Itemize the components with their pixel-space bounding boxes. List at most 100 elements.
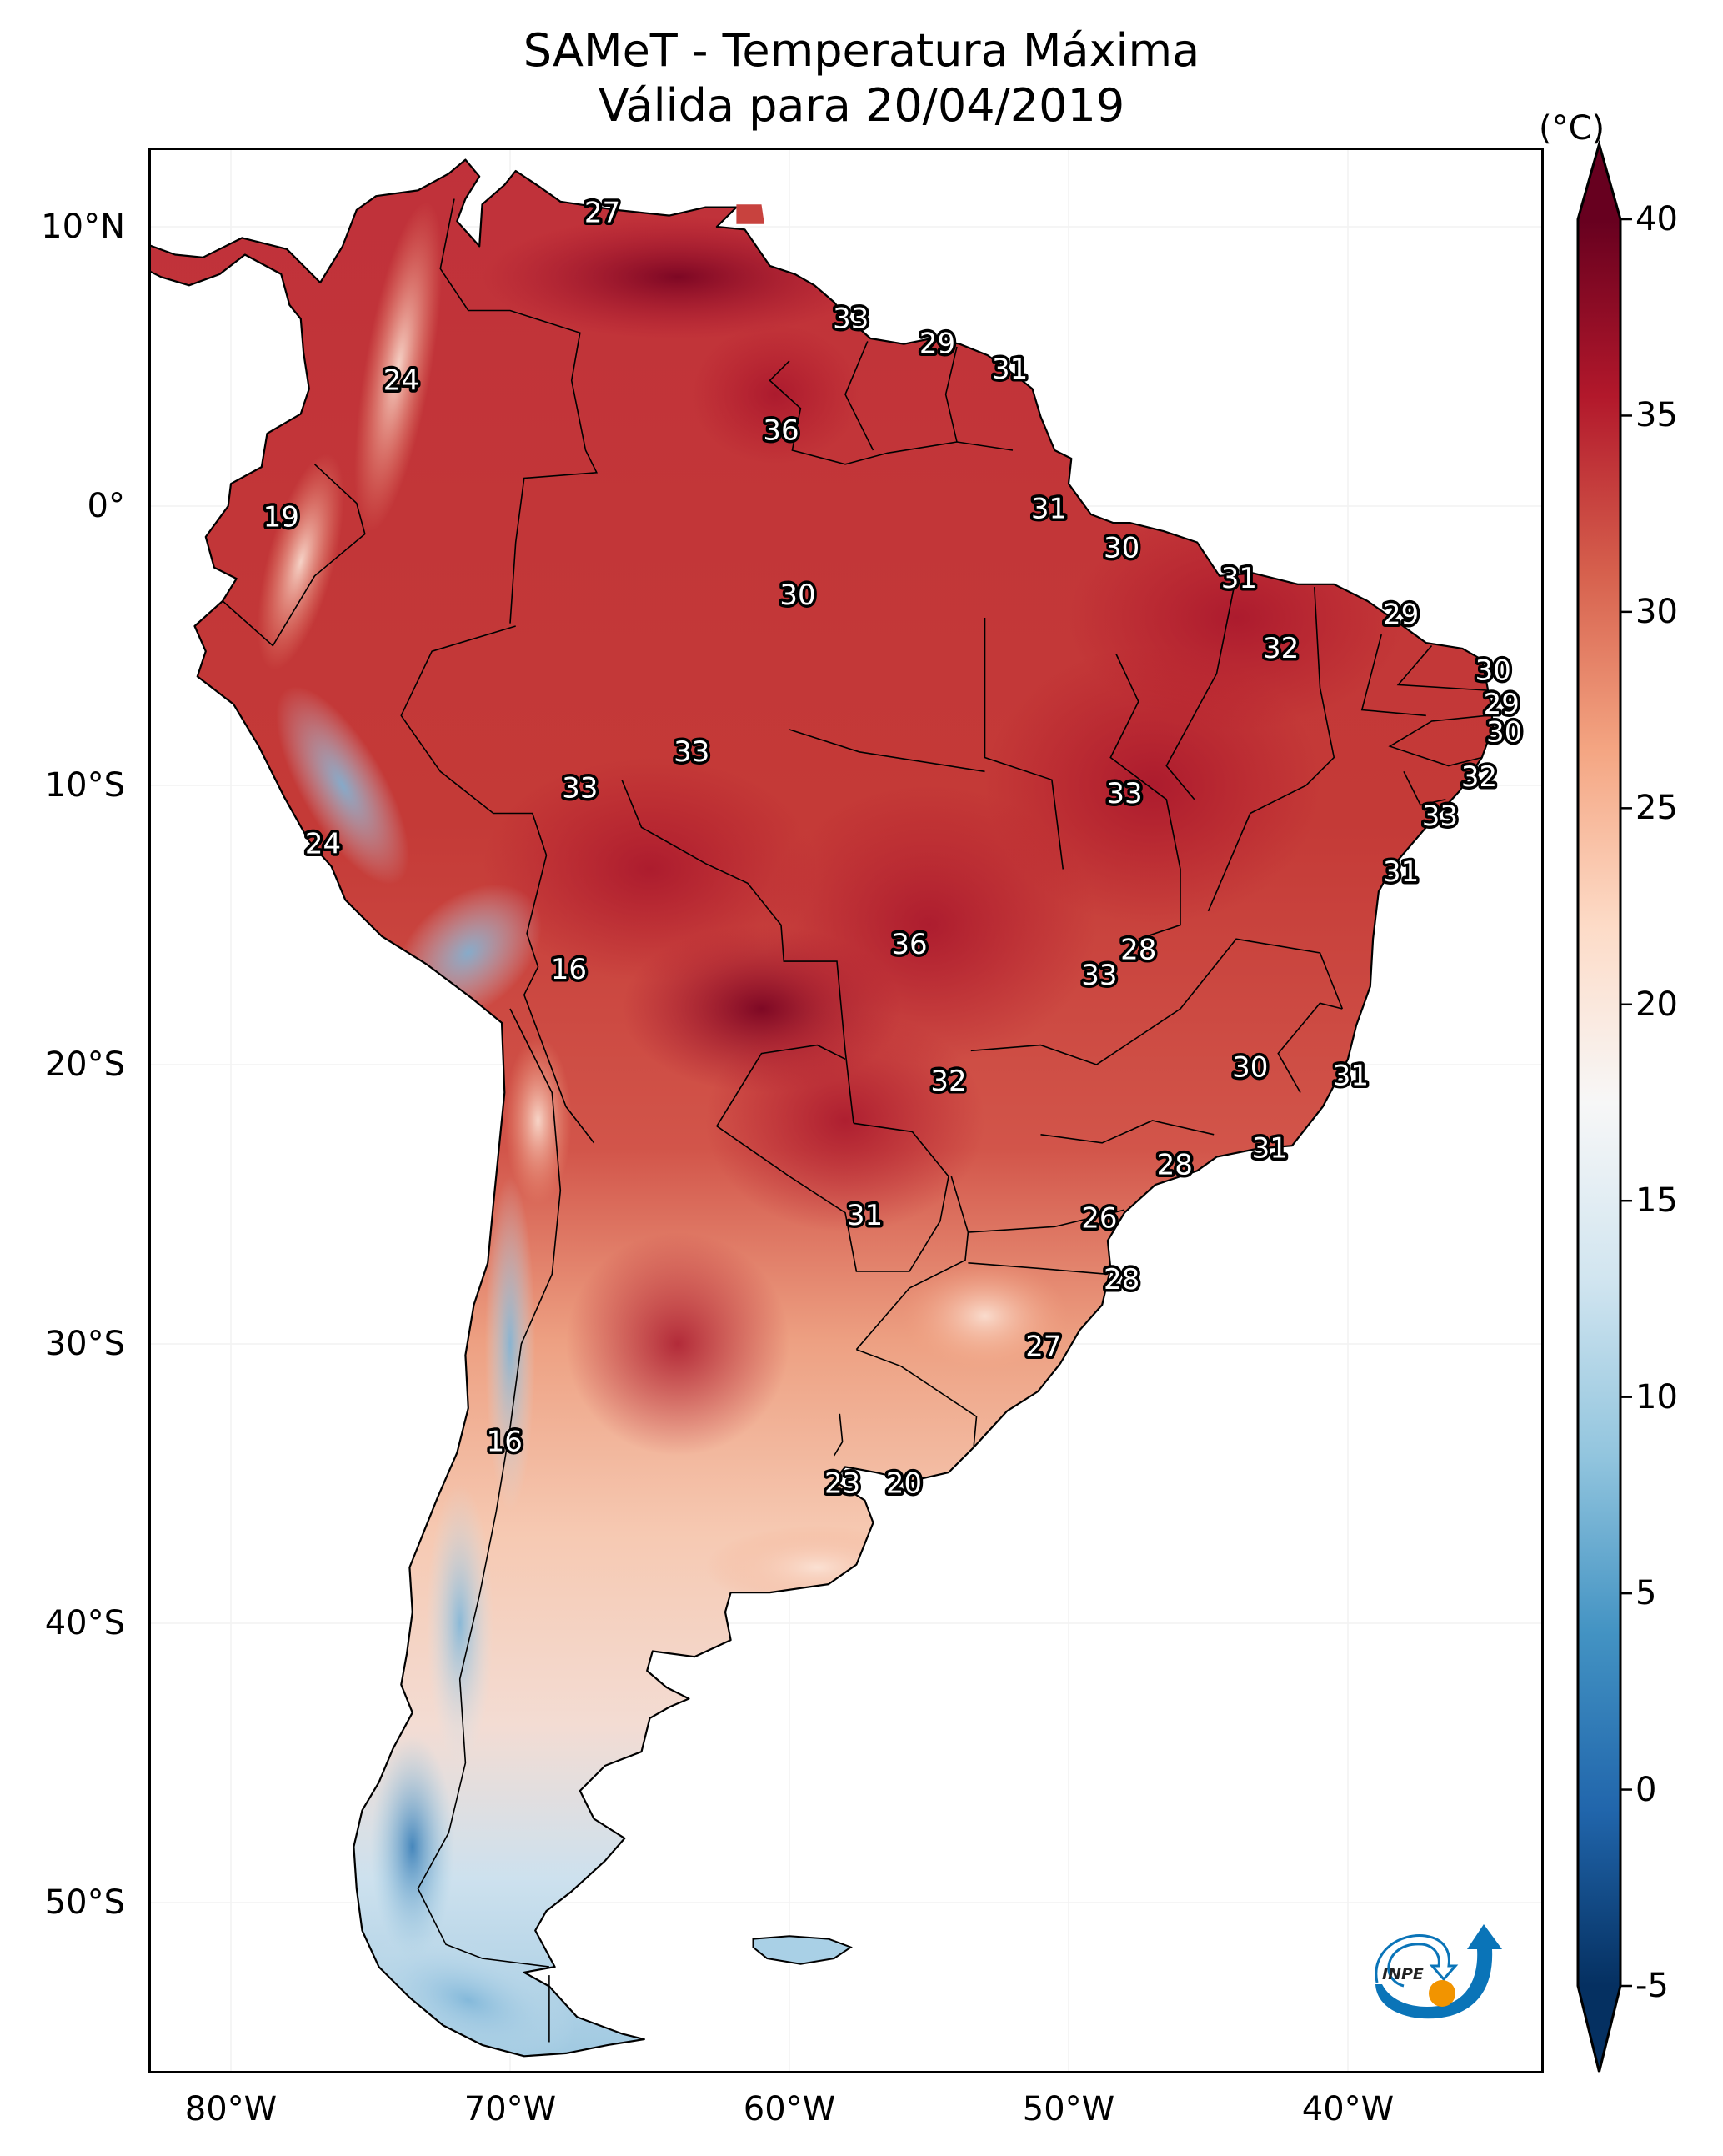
- contour-label: 30: [779, 579, 815, 612]
- country-border: [417, 1008, 562, 1968]
- colorbar-tick-label: 30: [1635, 592, 1678, 631]
- country-border: [716, 1122, 949, 1272]
- country-border: [833, 1413, 844, 1457]
- colorbar-extend-min-arrow: [1578, 1986, 1620, 2072]
- lat-tick-label: 10°S: [44, 766, 125, 805]
- contour-label: 27: [1025, 1330, 1061, 1363]
- colorbar-unit-label: (°C): [1539, 109, 1605, 148]
- contour-label: 26: [1081, 1201, 1117, 1235]
- contour-label: 36: [891, 928, 927, 961]
- contour-label: 20: [886, 1467, 922, 1501]
- country-border: [1388, 714, 1488, 767]
- islands: [736, 204, 853, 1965]
- country-border: [439, 198, 599, 624]
- temperature-region: [276, 686, 409, 885]
- contour-label: 24: [305, 827, 341, 860]
- temperature-region: [482, 757, 818, 981]
- contour-label: 33: [1081, 959, 1117, 992]
- colorbar-extend-max-arrow: [1578, 144, 1620, 219]
- colorbar-tick-label: 25: [1635, 789, 1678, 828]
- contour-label: 23: [824, 1467, 860, 1501]
- falkland-islands: [752, 1935, 853, 1965]
- lat-tick-label: 30°S: [44, 1325, 125, 1363]
- lat-tick-label: 20°S: [44, 1045, 125, 1084]
- country-border: [222, 464, 366, 647]
- country-border: [856, 1348, 978, 1448]
- lon-tick-label: 50°W: [1022, 2090, 1115, 2128]
- title-line-1: SAMeT - Temperatura Máxima: [523, 24, 1200, 77]
- country-border: [844, 341, 874, 451]
- colorbar-tick-label: 40: [1635, 200, 1678, 238]
- contour-label: 31: [1252, 1132, 1288, 1166]
- colorbar-tick-label: 10: [1635, 1377, 1678, 1416]
- country-border: [1109, 654, 1181, 940]
- coastline: [151, 158, 1495, 2058]
- colorbar-gradient: [1578, 219, 1620, 1986]
- contour-label: 33: [1106, 777, 1142, 810]
- contour-label: 16: [551, 953, 587, 986]
- contour-label: 19: [263, 500, 299, 534]
- country-border: [1360, 634, 1426, 717]
- country-border: [968, 1262, 1108, 1276]
- contour-label: 36: [763, 414, 799, 448]
- lat-tick-label: 10°N: [41, 208, 125, 246]
- lon-tick-label: 80°W: [184, 2090, 278, 2128]
- contour-label: 33: [674, 735, 709, 769]
- contour-label: 31: [992, 353, 1028, 386]
- lon-tick-label: 60°W: [743, 2090, 836, 2128]
- logo-swoosh-icon: [1375, 1924, 1502, 2019]
- temperature-region: [354, 201, 443, 532]
- contour-label: 27: [584, 196, 620, 229]
- temperature-region: [484, 1176, 536, 1512]
- country-border: [984, 618, 1064, 870]
- country-border: [400, 625, 595, 1144]
- logo-arrow-loop-icon: [1375, 1934, 1459, 1988]
- temperature-field: [151, 159, 1494, 2057]
- colorbar-tick-label: 35: [1635, 396, 1678, 435]
- colorbar-tick-label: 0: [1635, 1770, 1657, 1809]
- contour-label: 29: [1383, 599, 1419, 632]
- contour-label: 31: [1383, 855, 1419, 889]
- country-border: [769, 360, 1014, 465]
- colorbar-tick-label: 20: [1635, 985, 1678, 1024]
- contour-label: 32: [1461, 760, 1497, 794]
- lat-tick-label: 0°: [87, 487, 125, 525]
- contour-label: 33: [1422, 800, 1458, 833]
- country-border: [944, 346, 958, 443]
- country-borders: [222, 198, 1488, 2043]
- contour-label: 33: [833, 303, 869, 336]
- country-border: [1403, 770, 1446, 806]
- contour-label: 30: [1104, 531, 1139, 564]
- temperature-region: [691, 324, 859, 464]
- logo-text: INPE: [1382, 1965, 1424, 1983]
- contour-label: 30: [1486, 715, 1522, 749]
- contour-label: 31: [847, 1199, 883, 1232]
- colorbar-tick-label: -5: [1635, 1967, 1669, 2005]
- contour-label: 31: [1221, 562, 1257, 595]
- contour-label: 29: [1484, 688, 1520, 721]
- contour-label: 24: [383, 364, 419, 397]
- inpe-logo: INPE: [1367, 1918, 1509, 2023]
- temperature-region: [426, 1483, 493, 1763]
- country-border: [855, 1231, 969, 1351]
- temperature-region: [705, 1525, 929, 1610]
- contour-label: 31: [1031, 492, 1067, 525]
- temperature-region: [984, 645, 1320, 925]
- temperature-region: [370, 1735, 454, 1958]
- country-border: [970, 938, 1344, 1065]
- temperature-region: [705, 1009, 985, 1232]
- temperature-region: [257, 454, 344, 670]
- contour-label: 28: [1104, 1263, 1139, 1296]
- country-border: [621, 779, 854, 1124]
- contour-label: 29: [919, 328, 955, 361]
- contour-label: 33: [562, 771, 598, 805]
- country-border: [1396, 644, 1488, 691]
- contour-label: 28: [1120, 934, 1156, 967]
- logo-sun-icon: [1429, 1980, 1455, 2007]
- country-border: [950, 1176, 1125, 1233]
- country-border: [716, 1044, 846, 1127]
- temperature-region: [566, 1232, 789, 1456]
- country-border: [1165, 575, 1237, 800]
